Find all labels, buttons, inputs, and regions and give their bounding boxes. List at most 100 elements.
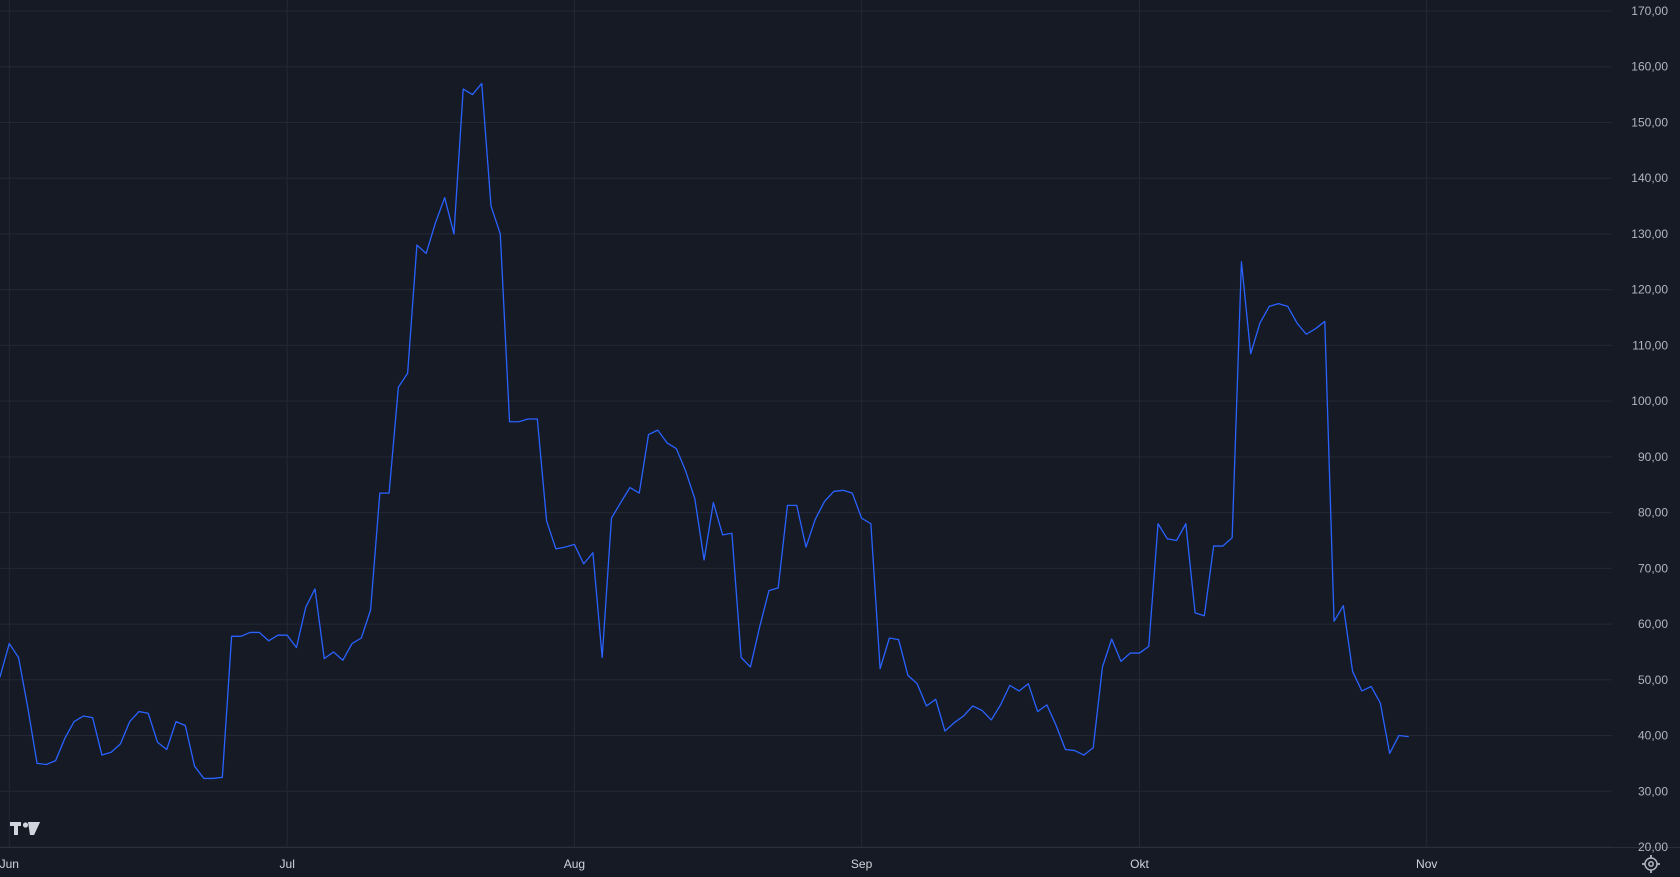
data-point[interactable] (155, 740, 159, 744)
data-point[interactable] (1026, 682, 1030, 686)
data-point[interactable] (1184, 522, 1188, 526)
data-point[interactable] (350, 642, 354, 646)
data-point[interactable] (313, 587, 317, 591)
data-point[interactable] (118, 742, 122, 746)
data-point[interactable] (665, 441, 669, 445)
data-point[interactable] (369, 608, 373, 612)
data-point[interactable] (600, 656, 604, 660)
data-point[interactable] (1212, 544, 1216, 548)
data-point[interactable] (674, 447, 678, 451)
data-point[interactable] (1045, 703, 1049, 707)
data-point[interactable] (1276, 302, 1280, 306)
data-point[interactable] (924, 704, 928, 708)
data-point[interactable] (804, 545, 808, 549)
data-point[interactable] (461, 87, 465, 91)
data-point[interactable] (989, 718, 993, 722)
data-point[interactable] (1397, 734, 1401, 738)
data-point[interactable] (943, 729, 947, 733)
data-point[interactable] (7, 642, 11, 646)
data-point[interactable] (684, 469, 688, 473)
data-point[interactable] (63, 736, 67, 740)
data-point[interactable] (183, 724, 187, 728)
data-point[interactable] (850, 491, 854, 495)
data-point[interactable] (785, 503, 789, 507)
data-point[interactable] (1147, 644, 1151, 648)
data-point[interactable] (609, 516, 613, 520)
data-point[interactable] (322, 657, 326, 661)
data-point[interactable] (776, 586, 780, 590)
y-axis[interactable]: 20,00 30,00 40,00 50,00 60,00 70,00 80,00 90,00… (1631, 4, 1668, 854)
data-point[interactable] (359, 636, 363, 640)
data-point[interactable] (582, 562, 586, 566)
x-axis[interactable]: Jun Jul Aug Sep Okt Nov (0, 857, 1437, 871)
data-point[interactable] (26, 706, 30, 710)
data-point[interactable] (1295, 321, 1299, 325)
data-point[interactable] (1100, 665, 1104, 669)
data-point[interactable] (1249, 352, 1253, 356)
data-point[interactable] (980, 708, 984, 712)
data-point[interactable] (637, 491, 641, 495)
data-point[interactable] (906, 673, 910, 677)
data-point[interactable] (1267, 304, 1271, 308)
data-point[interactable] (1230, 536, 1234, 540)
data-point[interactable] (869, 522, 873, 526)
data-point[interactable] (1202, 614, 1206, 618)
data-point[interactable] (1258, 321, 1262, 325)
data-point[interactable] (1286, 304, 1290, 308)
data-point[interactable] (1193, 611, 1197, 615)
data-point[interactable] (378, 491, 382, 495)
data-point[interactable] (35, 761, 39, 765)
data-point[interactable] (952, 721, 956, 725)
data-point[interactable] (100, 753, 104, 757)
data-point[interactable] (1017, 689, 1021, 693)
data-point[interactable] (915, 682, 919, 686)
data-point[interactable] (628, 486, 632, 490)
data-point[interactable] (1351, 669, 1355, 673)
data-point[interactable] (1138, 651, 1142, 655)
data-point[interactable] (795, 503, 799, 507)
data-point[interactable] (285, 633, 289, 637)
data-point[interactable] (619, 501, 623, 505)
data-point[interactable] (193, 764, 197, 768)
data-point[interactable] (1314, 327, 1318, 331)
data-point[interactable] (267, 639, 271, 643)
data-point[interactable] (591, 551, 595, 555)
data-point[interactable] (230, 634, 234, 638)
data-point[interactable] (1369, 684, 1373, 688)
data-point[interactable] (1091, 746, 1095, 750)
data-point[interactable] (1054, 724, 1058, 728)
data-point[interactable] (276, 633, 280, 637)
gear-icon[interactable] (1642, 855, 1660, 873)
data-point[interactable] (91, 716, 95, 720)
data-point[interactable] (758, 625, 762, 629)
data-point[interactable] (1082, 753, 1086, 757)
data-point[interactable] (332, 650, 336, 654)
data-point[interactable] (1156, 522, 1160, 526)
data-point[interactable] (1378, 701, 1382, 705)
data-point[interactable] (304, 605, 308, 609)
data-point[interactable] (535, 417, 539, 421)
data-point[interactable] (813, 517, 817, 521)
data-point[interactable] (128, 720, 132, 724)
data-point[interactable] (452, 232, 456, 236)
data-point[interactable] (470, 93, 474, 97)
data-point[interactable] (999, 703, 1003, 707)
data-point[interactable] (146, 711, 150, 715)
data-point[interactable] (294, 645, 298, 649)
data-point[interactable] (508, 420, 512, 424)
data-point[interactable] (693, 497, 697, 501)
data-point[interactable] (480, 81, 484, 85)
data-point[interactable] (44, 763, 48, 767)
data-point[interactable] (257, 630, 261, 634)
data-point[interactable] (1008, 683, 1012, 687)
data-point[interactable] (730, 531, 734, 535)
data-point[interactable] (443, 196, 447, 200)
data-point[interactable] (656, 428, 660, 432)
data-point[interactable] (1341, 604, 1345, 608)
data-point[interactable] (1165, 537, 1169, 541)
data-point[interactable] (489, 204, 493, 208)
data-point[interactable] (406, 371, 410, 375)
data-point[interactable] (1110, 637, 1114, 641)
